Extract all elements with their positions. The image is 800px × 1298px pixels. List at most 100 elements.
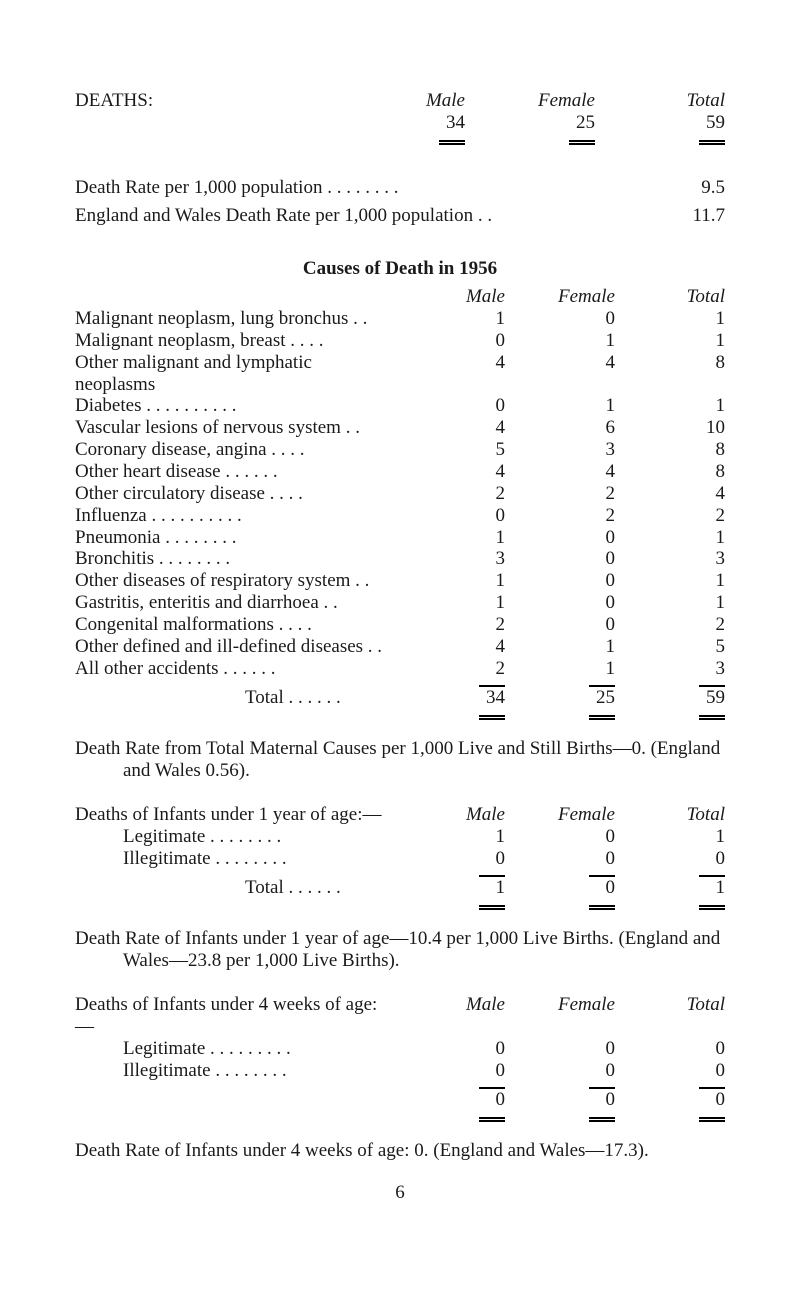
causes-rule-bottom: [75, 715, 725, 720]
causes-male-h: Male: [395, 286, 505, 308]
cell: 4: [505, 461, 615, 483]
i1-total-h: Total: [615, 804, 725, 826]
row-label: Other circulatory disease . . . .: [75, 483, 395, 505]
i1-total-t: 1: [615, 877, 725, 899]
table-row: Bronchitis . . . . . . . .303: [75, 548, 725, 570]
cell: 2: [395, 483, 505, 505]
table-row: All other accidents . . . . . .213: [75, 658, 725, 680]
maternal-text: Death Rate from Total Maternal Causes pe…: [75, 738, 725, 782]
cell: 1: [615, 395, 725, 417]
death-rate-pop-label: Death Rate per 1,000 population . . . . …: [75, 177, 655, 199]
cell: 1: [615, 330, 725, 352]
death-rate-ew-label: England and Wales Death Rate per 1,000 p…: [75, 205, 655, 227]
infants1yr-heading: Deaths of Infants under 1 year of age:—: [75, 804, 395, 826]
cell: 2: [395, 614, 505, 636]
i1-total-f: 0: [505, 877, 615, 899]
table-row: Legitimate . . . . . . . .101: [75, 826, 725, 848]
cell: 5: [615, 636, 725, 658]
cell: 1: [505, 330, 615, 352]
causes-total-t: 59: [615, 687, 725, 709]
cell: 4: [505, 352, 615, 396]
cell: 1: [395, 527, 505, 549]
table-row: Illegitimate . . . . . . . .000: [75, 1060, 725, 1082]
cell: 8: [615, 352, 725, 396]
deaths-male: 34: [335, 112, 465, 134]
death-rate-ew-val: 11.7: [655, 205, 725, 227]
row-label: Illegitimate . . . . . . . .: [75, 1060, 395, 1082]
table-row: Other diseases of respiratory system . .…: [75, 570, 725, 592]
i4-total-h: Total: [615, 994, 725, 1038]
i4-total-row: 0 0 0: [75, 1089, 725, 1111]
table-row: Other circulatory disease . . . .224: [75, 483, 725, 505]
infants1yr-header: Deaths of Infants under 1 year of age:— …: [75, 804, 725, 826]
row-label: All other accidents . . . . . .: [75, 658, 395, 680]
cell: 3: [395, 548, 505, 570]
table-row: Gastritis, enteritis and diarrhoea . .10…: [75, 592, 725, 614]
cell: 0: [505, 826, 615, 848]
cell: 0: [505, 308, 615, 330]
table-row: Illegitimate . . . . . . . .000: [75, 848, 725, 870]
cell: 2: [615, 505, 725, 527]
cell: 4: [395, 417, 505, 439]
table-row: Pneumonia . . . . . . . .101: [75, 527, 725, 549]
i4-female-h: Female: [505, 994, 615, 1038]
col-female-h: Female: [465, 90, 595, 112]
cell: 0: [395, 848, 505, 870]
cell: 0: [505, 570, 615, 592]
cell: 3: [505, 439, 615, 461]
cell: 0: [395, 330, 505, 352]
cell: 1: [505, 395, 615, 417]
i1-total-row: Total . . . . . . 1 0 1: [75, 877, 725, 899]
cell: 0: [395, 1060, 505, 1082]
cell: 2: [395, 658, 505, 680]
cell: 5: [395, 439, 505, 461]
cell: 1: [615, 826, 725, 848]
row-label: Diabetes . . . . . . . . . .: [75, 395, 395, 417]
cell: 2: [505, 505, 615, 527]
row-label: Malignant neoplasm, breast . . . .: [75, 330, 395, 352]
row-label: Coronary disease, angina . . . .: [75, 439, 395, 461]
row-label: Other malignant and lymphatic neoplasms: [75, 352, 395, 396]
row-label: Other defined and ill-defined diseases .…: [75, 636, 395, 658]
cell: 1: [505, 636, 615, 658]
cell: 2: [505, 483, 615, 505]
i4-total-m: 0: [395, 1089, 505, 1111]
col-total-h: Total: [595, 90, 725, 112]
table-row: Malignant neoplasm, breast . . . .011: [75, 330, 725, 352]
table-row: Vascular lesions of nervous system . .46…: [75, 417, 725, 439]
cell: 0: [505, 1060, 615, 1082]
deaths-label: DEATHS:: [75, 90, 335, 112]
infants1yr-rows-container: Legitimate . . . . . . . .101Illegitimat…: [75, 826, 725, 870]
table-row: Malignant neoplasm, lung bronchus . .101: [75, 308, 725, 330]
infants4wk-rows-container: Legitimate . . . . . . . . .000Illegitim…: [75, 1038, 725, 1082]
death-rate-pop: Death Rate per 1,000 population . . . . …: [75, 177, 725, 199]
i1-total-label: Total . . . . . .: [75, 877, 395, 899]
cell: 4: [615, 483, 725, 505]
rate4wk-text: Death Rate of Infants under 4 weeks of a…: [75, 1140, 725, 1162]
row-label: Legitimate . . . . . . . .: [75, 826, 395, 848]
cell: 4: [395, 461, 505, 483]
causes-title: Causes of Death in 1956: [75, 258, 725, 280]
cell: 0: [615, 1060, 725, 1082]
deaths-female: 25: [465, 112, 595, 134]
row-label: Pneumonia . . . . . . . .: [75, 527, 395, 549]
cell: 1: [505, 658, 615, 680]
i1-female-h: Female: [505, 804, 615, 826]
infants4wk-header: Deaths of Infants under 4 weeks of age:—…: [75, 994, 725, 1038]
cell: 0: [395, 395, 505, 417]
deaths-header-row: DEATHS: Male Female Total: [75, 90, 725, 112]
death-rate-ew: England and Wales Death Rate per 1,000 p…: [75, 205, 725, 227]
row-label: Malignant neoplasm, lung bronchus . .: [75, 308, 395, 330]
cell: 0: [505, 614, 615, 636]
cell: 1: [615, 527, 725, 549]
deaths-total: 59: [595, 112, 725, 134]
rate1yr-text: Death Rate of Infants under 1 year of ag…: [75, 928, 725, 972]
table-row: Diabetes . . . . . . . . . .011: [75, 395, 725, 417]
table-row: Congenital malformations . . . .202: [75, 614, 725, 636]
cell: 3: [615, 658, 725, 680]
cell: 0: [505, 592, 615, 614]
table-row: Other heart disease . . . . . .448: [75, 461, 725, 483]
row-label: Vascular lesions of nervous system . .: [75, 417, 395, 439]
i1-male-h: Male: [395, 804, 505, 826]
i4-total-t: 0: [615, 1089, 725, 1111]
